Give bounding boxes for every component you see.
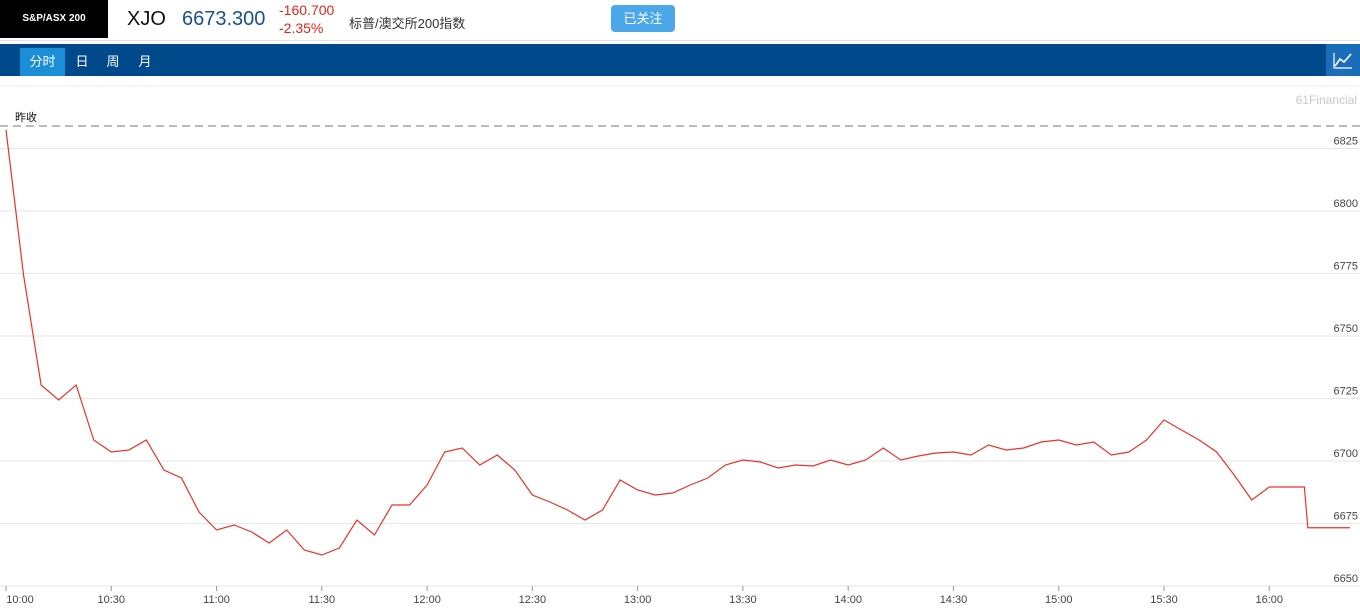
reference-label: 昨收	[15, 110, 37, 124]
index-name: 标普/澳交所200指数	[349, 16, 466, 31]
tab[interactable]: 月	[138, 54, 152, 69]
chart: 61Financial 6650 6675 6700 6725 6750 6775 6800…	[0, 85, 1360, 606]
x-tick-label: 13:00	[624, 594, 652, 606]
change-pct: -2.35%	[279, 20, 324, 36]
y-tick-label: 6825	[1334, 135, 1358, 147]
x-tick-label: 10:00	[6, 594, 34, 606]
y-tick-label: 6675	[1334, 510, 1358, 522]
x-tick-label: 11:00	[203, 594, 230, 606]
tab-bar: 分时 日 周 月	[0, 44, 1360, 76]
x-tick-label: 10:30	[98, 594, 126, 606]
y-tick-label: 6700	[1334, 448, 1358, 460]
logo: S&P/ASX 200	[0, 0, 108, 38]
tab[interactable]: 周	[106, 54, 120, 69]
chart-icon[interactable]	[1326, 44, 1360, 76]
x-tick-label: 15:30	[1150, 594, 1178, 606]
price: 6673.300	[182, 8, 266, 30]
price-line	[5, 129, 1350, 556]
y-tick-label: 6800	[1334, 198, 1358, 210]
watermark: 61Financial	[1296, 93, 1357, 107]
follow-button[interactable]: 已关注	[611, 5, 675, 32]
y-tick-label: 6775	[1334, 260, 1358, 272]
y-tick-label: 6650	[1334, 573, 1358, 585]
symbol: XJO	[127, 8, 166, 30]
change: -160.700	[279, 2, 335, 18]
x-tick-label: 16:00	[1256, 594, 1284, 606]
x-tick-label: 15:00	[1045, 594, 1073, 606]
y-tick-label: 6750	[1334, 323, 1358, 335]
icon	[1333, 53, 1352, 69]
header: S&P/ASX 200 XJO 6673.300 -160.700 -2.35%…	[0, 0, 1360, 41]
tab[interactable]: 分时	[20, 48, 65, 76]
y-tick-label: 6725	[1334, 385, 1358, 397]
tab[interactable]: 日	[75, 54, 89, 69]
x-tick-label: 14:30	[940, 594, 968, 606]
x-tick-label: 13:30	[729, 594, 757, 606]
x-tick-label: 11:30	[308, 594, 335, 606]
x-tick-label: 12:00	[413, 594, 441, 606]
x-tick-label: 12:30	[519, 594, 547, 606]
x-tick-label: 14:00	[834, 594, 862, 606]
